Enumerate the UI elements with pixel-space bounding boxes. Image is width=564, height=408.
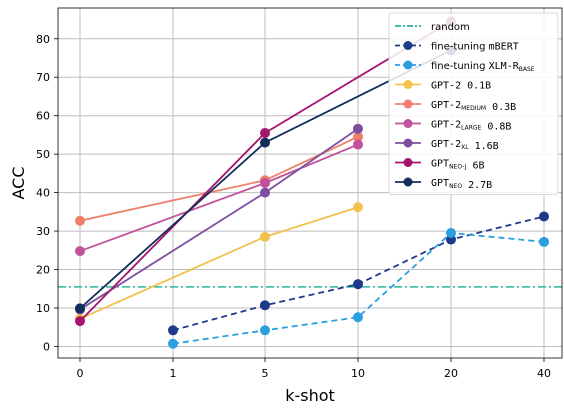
legend: random fine-tuning mBERT fine-tuning XLM-R… bbox=[388, 12, 559, 195]
data-point bbox=[353, 123, 363, 134]
x-tick-label: 1 bbox=[170, 367, 177, 380]
legend-label: random bbox=[431, 22, 470, 33]
legend-swatch-marker bbox=[403, 177, 413, 187]
data-point bbox=[260, 178, 270, 188]
data-point bbox=[75, 316, 85, 327]
data-point bbox=[260, 231, 270, 242]
data-point bbox=[353, 131, 363, 142]
data-point bbox=[353, 139, 363, 150]
legend-label: GPTNEO 2.7B bbox=[431, 178, 492, 191]
legend-label: fine-tuning XLM-RBASE bbox=[431, 61, 535, 73]
data-point bbox=[260, 187, 270, 198]
legend-entry: fine-tuning mBERT bbox=[395, 41, 519, 53]
y-axis-label: ACC bbox=[9, 166, 28, 199]
plot-frame bbox=[57, 7, 563, 359]
series-line bbox=[79, 206, 359, 320]
data-point bbox=[260, 137, 270, 148]
y-ticks: 0 10 20 30 40 50 60 70 80 bbox=[36, 33, 58, 353]
data-point bbox=[353, 312, 363, 323]
legend-swatch-marker bbox=[403, 80, 413, 89]
data-point bbox=[539, 236, 549, 247]
legend-entry: GPTNEO-J 6B bbox=[395, 158, 485, 172]
y-tick-label: 0 bbox=[43, 340, 50, 353]
y-tick-label: 80 bbox=[36, 33, 50, 46]
legend-label: GPT-2MEDIUM 0.3B bbox=[431, 100, 516, 113]
legend-entry: fine-tuning XLM-RBASE bbox=[395, 60, 535, 73]
legend-label: GPTNEO-J 6B bbox=[431, 159, 485, 172]
y-tick-label: 10 bbox=[36, 302, 50, 315]
legend-swatch-marker bbox=[403, 60, 413, 70]
x-tick-label: 20 bbox=[444, 367, 458, 380]
y-tick-label: 60 bbox=[36, 110, 50, 123]
legend-label: GPT-2XL 1.6B bbox=[431, 139, 499, 152]
series-line bbox=[79, 143, 359, 252]
legend-entry: GPT-2LARGE 0.8B bbox=[395, 119, 511, 133]
data-point bbox=[260, 300, 270, 311]
data-point bbox=[260, 325, 270, 336]
data-point bbox=[75, 303, 85, 314]
legend-swatch-marker bbox=[403, 99, 413, 109]
y-tick-label: 30 bbox=[36, 225, 50, 238]
x-axis-label: k-shot bbox=[285, 386, 335, 405]
y-tick-label: 40 bbox=[36, 187, 50, 200]
legend-swatch-marker bbox=[403, 138, 413, 148]
y-tick-label: 20 bbox=[36, 264, 50, 277]
legend-entry: GPT-2 0.1B bbox=[395, 80, 491, 92]
data-point bbox=[75, 246, 85, 257]
x-tick-label: 10 bbox=[351, 367, 365, 380]
x-tick-label: 40 bbox=[537, 367, 551, 380]
legend-label: GPT-2 0.1B bbox=[431, 81, 491, 92]
legend-box bbox=[388, 12, 559, 195]
series bbox=[75, 202, 363, 324]
legend-entry: random bbox=[395, 22, 470, 33]
x-tick-label: 0 bbox=[77, 367, 84, 380]
series-line bbox=[172, 232, 545, 345]
data-point bbox=[75, 215, 85, 226]
data-point bbox=[353, 202, 363, 213]
series bbox=[168, 228, 549, 349]
data-point bbox=[539, 211, 549, 222]
series-layer bbox=[75, 16, 549, 349]
y-tick-label: 70 bbox=[36, 71, 50, 84]
data-point bbox=[260, 128, 270, 138]
data-point bbox=[168, 338, 178, 349]
legend-swatch-marker bbox=[403, 119, 413, 128]
data-point bbox=[446, 228, 456, 238]
data-point bbox=[353, 279, 363, 290]
legend-swatch-marker bbox=[403, 41, 413, 50]
series bbox=[75, 139, 363, 257]
legend-swatch-marker bbox=[403, 158, 413, 167]
legend-label: fine-tuning mBERT bbox=[431, 42, 519, 53]
legend-entry: GPTNEO 2.7B bbox=[395, 177, 492, 191]
data-point bbox=[168, 325, 178, 336]
y-tick-label: 50 bbox=[36, 148, 50, 161]
legend-label: GPT-2LARGE 0.8B bbox=[431, 120, 511, 133]
x-ticks: 0 1 5 10 20 40 bbox=[77, 358, 551, 380]
legend-entry: GPT-2MEDIUM 0.3B bbox=[395, 99, 516, 113]
legend-entry: GPT-2XL 1.6B bbox=[395, 138, 499, 152]
x-tick-label: 5 bbox=[262, 367, 269, 380]
